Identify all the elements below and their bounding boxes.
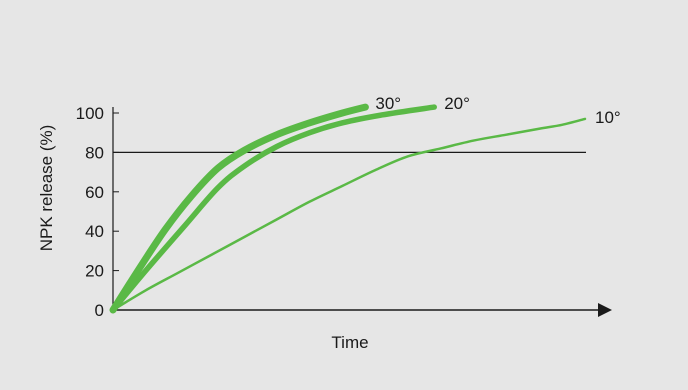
- y-axis-label: NPK release (%): [37, 125, 56, 252]
- labels: Time NPK release (%) 0 20 40 60 80 100 30° 20° 1…: [37, 94, 621, 352]
- y-tick-label: 100: [76, 104, 104, 123]
- y-tick-label: 20: [85, 262, 104, 281]
- axes: [112, 107, 612, 317]
- series-label: 10°: [595, 108, 621, 127]
- x-axis-label: Time: [331, 333, 368, 352]
- series-label: 20°: [444, 94, 470, 113]
- y-tick-label: 60: [85, 183, 104, 202]
- y-tick-label: 0: [95, 301, 104, 320]
- series-line-20°: [110, 104, 437, 313]
- x-axis-arrowhead: [598, 303, 612, 317]
- series-line-10°: [111, 117, 587, 312]
- series-label: 30°: [375, 94, 401, 113]
- series-line-30°: [109, 103, 369, 314]
- y-tick-label: 40: [85, 222, 104, 241]
- y-tick-label: 80: [85, 143, 104, 162]
- series-lines: [109, 103, 587, 314]
